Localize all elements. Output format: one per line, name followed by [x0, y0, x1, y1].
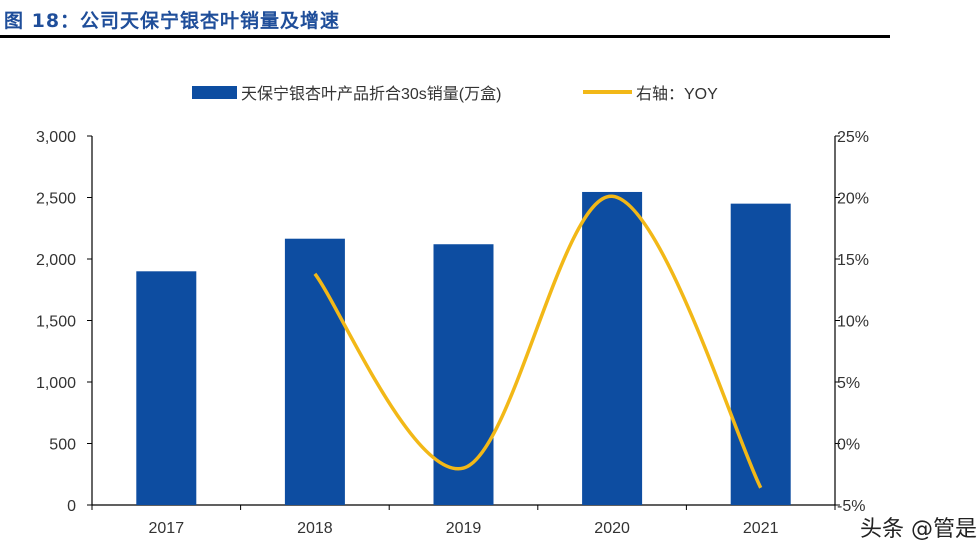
right-tick-label: 0% [837, 437, 860, 454]
legend-label-line: 右轴：YOY [636, 85, 718, 103]
bar-2020 [582, 191, 643, 505]
x-tick-label: 2021 [743, 520, 779, 537]
left-tick-label: 0 [67, 498, 76, 515]
left-tick-label: 1,000 [36, 375, 76, 392]
x-tick-label: 2018 [297, 520, 333, 537]
figure-title: 图 18：公司天保宁银杏叶销量及增速 [4, 10, 341, 32]
right-tick-label: 15% [837, 252, 869, 269]
yoy-line [313, 194, 763, 489]
right-tick-label: 10% [837, 314, 869, 331]
title-rule [0, 35, 890, 38]
watermark: 头条 @管是 [860, 517, 977, 542]
x-tick-label: 2020 [594, 520, 630, 537]
bar-2017 [136, 271, 197, 505]
x-tick-label: 2017 [149, 520, 185, 537]
left-tick-label: 500 [49, 437, 76, 454]
bar-2019 [433, 244, 494, 506]
legend: 天保宁银杏叶产品折合30s销量(万盒) 右轴：YOY [192, 85, 718, 103]
legend-swatch-bar [192, 86, 237, 99]
right-tick-label: 25% [837, 129, 869, 146]
bar-2021 [730, 203, 791, 505]
left-tick-label: 3,000 [36, 129, 76, 146]
legend-label-bar: 天保宁银杏叶产品折合30s销量(万盒) [241, 85, 501, 103]
right-tick-label: 5% [837, 375, 860, 392]
left-tick-label: 2,000 [36, 252, 76, 269]
right-tick-label: -5% [837, 498, 865, 515]
right-tick-label: 20% [837, 191, 869, 208]
left-tick-label: 2,500 [36, 191, 76, 208]
x-tick-label: 2019 [446, 520, 482, 537]
bar-2018 [284, 238, 345, 505]
left-tick-label: 1,500 [36, 314, 76, 331]
